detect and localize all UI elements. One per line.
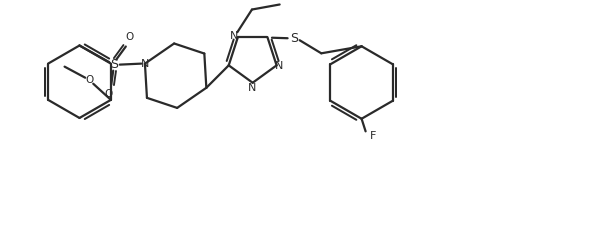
Text: O: O xyxy=(86,75,94,85)
Text: N: N xyxy=(229,31,238,41)
Text: S: S xyxy=(110,58,118,71)
Text: O: O xyxy=(104,89,113,99)
Text: O: O xyxy=(126,33,134,42)
Text: F: F xyxy=(370,131,376,141)
Text: S: S xyxy=(290,32,297,45)
Text: N: N xyxy=(275,61,283,71)
Text: N: N xyxy=(141,59,149,69)
Text: N: N xyxy=(248,83,256,93)
